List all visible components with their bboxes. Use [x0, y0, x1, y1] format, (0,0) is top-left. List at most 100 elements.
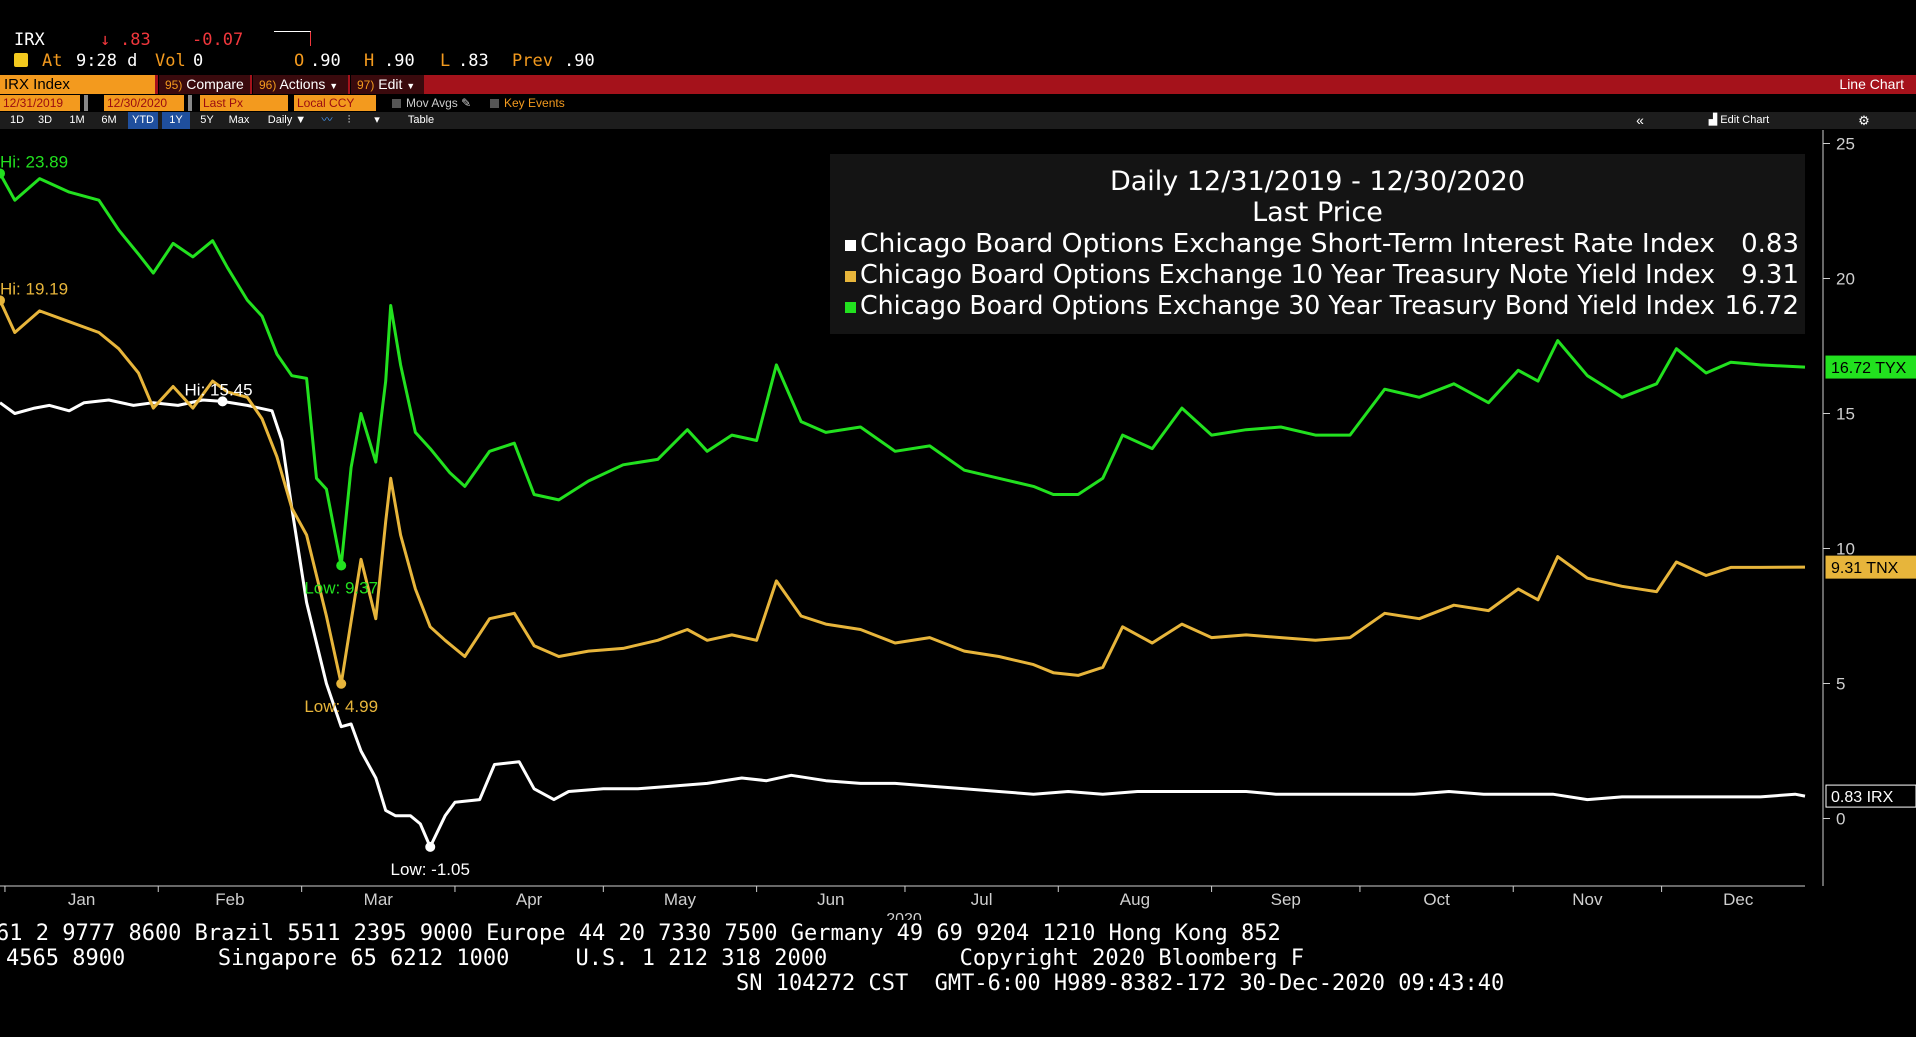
pencil-icon: ✎	[461, 96, 472, 110]
checkbox-icon	[490, 99, 499, 109]
x-tick-label: Dec	[1723, 890, 1754, 909]
annotations: Hi: 15.45 Low: -1.05 Hi: 19.19 Low: 4.99 Hi:…	[0, 152, 470, 879]
high-label: H	[364, 51, 375, 71]
extreme-label: Low: 9.37	[304, 579, 378, 598]
start-date-field[interactable]: 12/31/2019	[0, 95, 80, 111]
yellow-square-icon	[14, 53, 28, 67]
extreme-label: Low: 4.99	[304, 697, 378, 716]
footer-line-1: 61 2 9777 8600 Brazil 5511 2395 9000 Eur…	[0, 921, 1281, 946]
x-tick-label: Jan	[68, 890, 95, 909]
y-tick-label: 25	[1836, 135, 1855, 154]
period-6m[interactable]: 6M	[101, 114, 117, 126]
extreme-marker	[0, 168, 5, 179]
prev-value: .90	[564, 51, 595, 71]
calendar-icon[interactable]	[84, 95, 88, 111]
y-tick-label: 15	[1836, 405, 1855, 424]
collapse-button[interactable]: «	[1636, 112, 1644, 128]
chevron-down-icon: ▼	[406, 81, 416, 91]
x-tick-label: Feb	[215, 890, 244, 909]
chevron-down-icon[interactable]: ▾	[374, 114, 380, 126]
calendar-icon[interactable]	[188, 95, 192, 111]
extreme-label: Hi: 19.19	[0, 279, 68, 298]
period-1y[interactable]: 1Y	[162, 112, 190, 129]
legend-entry-name: Chicago Board Options Exchange Short-Ter…	[860, 229, 1715, 259]
bar-chart-icon[interactable]: ⫶	[347, 114, 351, 126]
footer-line-3: SN 104272 CST GMT-6:00 H989-8382-172 30-…	[736, 971, 1505, 996]
last-value-tag: 9.31 TNX	[1831, 560, 1899, 577]
x-axis-year: 2020	[886, 911, 922, 920]
period-5y[interactable]: 5Y	[200, 114, 214, 126]
quote-time: 9:28 d	[76, 51, 138, 71]
price-chart: 0 5 10 15 20 25 Jan Feb Mar Apr May Jun Jul Aug Sep Oct…	[0, 130, 1916, 920]
currency-select[interactable]: Local CCY	[294, 95, 376, 111]
x-tick-label: Oct	[1423, 890, 1450, 909]
extreme-marker	[425, 841, 436, 852]
legend-entry-name: Chicago Board Options Exchange 30 Year T…	[860, 291, 1715, 321]
ticker: IRX	[14, 30, 45, 50]
checkbox-icon	[392, 99, 401, 109]
extreme-label: Hi: 23.89	[0, 152, 68, 171]
extreme-marker	[336, 560, 347, 571]
x-tick-label: Jun	[817, 890, 844, 909]
extreme-label: Low: -1.05	[391, 860, 470, 879]
last-price: .83	[120, 30, 151, 50]
y-tick-label: 20	[1836, 270, 1855, 289]
end-date-field[interactable]: 12/30/2020	[104, 95, 184, 111]
x-tick-label: Jul	[971, 890, 993, 909]
period-1m[interactable]: 1M	[69, 114, 85, 126]
legend-swatch	[845, 271, 856, 282]
frequency-select[interactable]: Daily ▼	[267, 114, 307, 126]
chart-settings-row	[0, 95, 1916, 111]
x-tick-label: Aug	[1120, 890, 1150, 909]
high-value: .90	[384, 51, 415, 71]
edit-button[interactable]: 97) Edit ▼	[350, 75, 424, 94]
compare-button[interactable]: 95) Compare	[158, 75, 250, 94]
open-label: O	[294, 51, 305, 71]
net-change: -0.07	[192, 30, 244, 50]
prev-label: Prev	[512, 51, 553, 71]
gear-icon[interactable]: ⚙	[1858, 113, 1870, 128]
y-tick-label: 10	[1836, 540, 1855, 559]
legend-title: Daily 12/31/2019 - 12/30/2020	[1110, 166, 1525, 197]
extreme-label: Hi: 15.45	[185, 380, 253, 399]
low-label: L	[440, 51, 451, 71]
series-line-tnx	[0, 299, 1806, 686]
chart-icon: ▟	[1708, 114, 1718, 126]
x-tick-label: Sep	[1271, 890, 1301, 909]
line-chart-icon[interactable]: 〰	[321, 114, 333, 126]
key-events-toggle[interactable]: Key Events	[490, 95, 565, 111]
x-tick-label: May	[664, 890, 697, 909]
last-value-tag-box	[1825, 555, 1916, 579]
series-line-tyx	[0, 172, 1806, 567]
x-tick-label: Mar	[364, 890, 394, 909]
period-max[interactable]: Max	[228, 114, 250, 126]
footer-line-2: 4565 8900 Singapore 65 6212 1000 U.S. 1 …	[6, 946, 1305, 971]
table-button[interactable]: Table	[407, 114, 435, 126]
last-value-tags: 0.83 IRX 9.31 TNX 16.72 TYX	[1825, 355, 1916, 808]
y-tick-label: 0	[1836, 810, 1845, 829]
x-tick-label: Apr	[516, 890, 543, 909]
edit-chart-button[interactable]: ▟ Edit Chart	[1708, 114, 1770, 126]
last-value-tag: 0.83 IRX	[1831, 789, 1894, 806]
last-value-tag-box	[1825, 355, 1916, 379]
down-arrow-icon: ↓	[100, 30, 111, 50]
mov-avgs-toggle[interactable]: Mov Avgs ✎	[392, 95, 471, 111]
y-tick-label: 5	[1836, 675, 1845, 694]
chevron-down-icon: ▼	[329, 81, 339, 91]
legend-subtitle: Last Price	[1252, 197, 1383, 228]
period-ytd[interactable]: YTD	[128, 112, 158, 129]
last-value-tag-box	[1825, 784, 1916, 808]
security-field[interactable]: IRX Index	[0, 75, 155, 94]
legend-entry-name: Chicago Board Options Exchange 10 Year T…	[860, 260, 1715, 290]
low-value: .83	[458, 51, 489, 71]
legend-entry-value: 16.72	[1725, 291, 1799, 321]
period-1d[interactable]: 1D	[9, 114, 25, 126]
field-select[interactable]: Last Px	[200, 95, 288, 111]
sparkline-icon	[274, 31, 311, 46]
period-3d[interactable]: 3D	[37, 114, 53, 126]
legend-entry-value: 0.83	[1741, 229, 1799, 259]
actions-button[interactable]: 96) Actions ▼	[252, 75, 348, 94]
function-toolbar: Line Chart	[0, 75, 1916, 94]
chart-type-label: Line Chart	[1839, 76, 1904, 92]
